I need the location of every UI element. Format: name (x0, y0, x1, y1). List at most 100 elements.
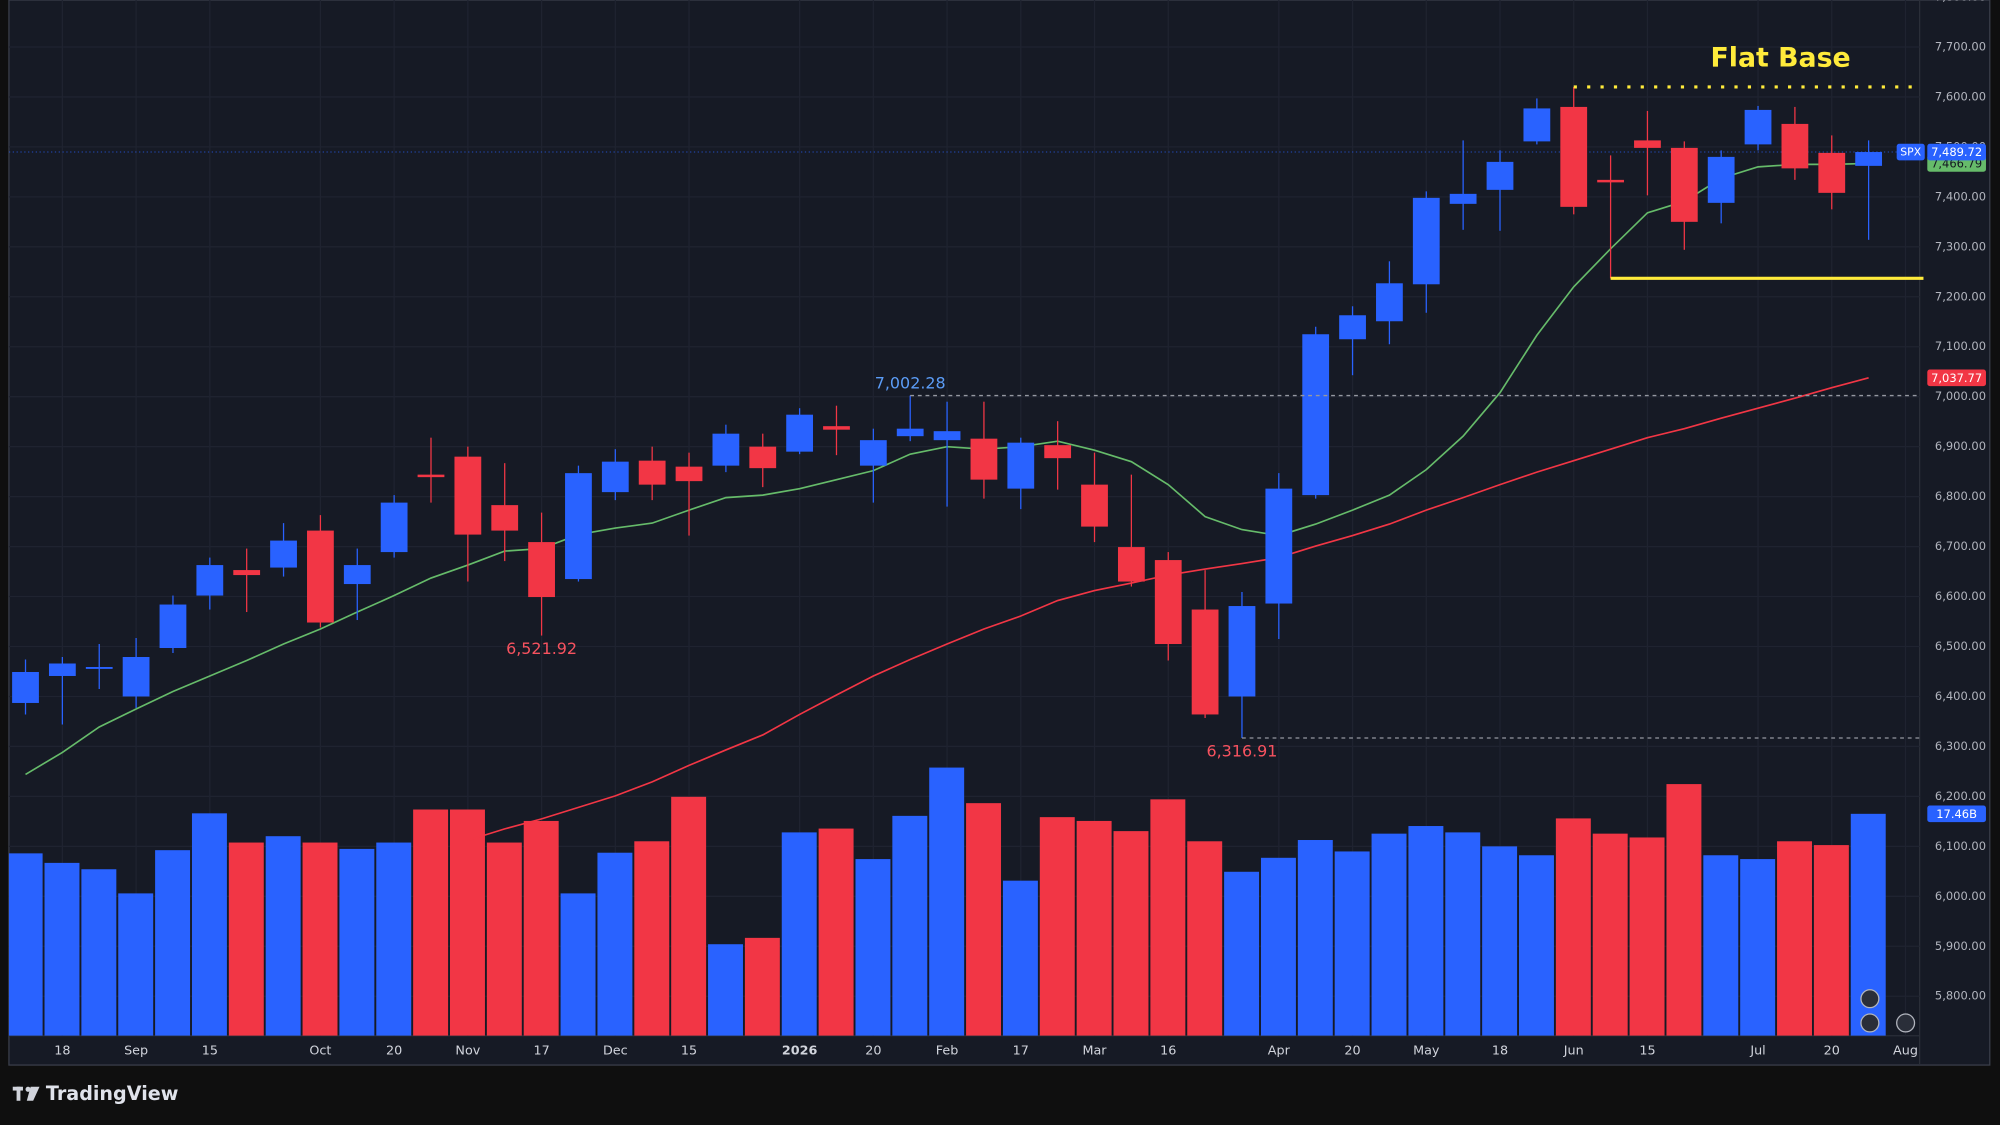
candle-body (1044, 445, 1072, 459)
x-tick-label: May (1413, 1044, 1440, 1059)
axes: 5,800.00 5,900.00 6,000.00 6,100.00 6,200.00… (54, 0, 1986, 1059)
volume-bar (671, 796, 707, 1036)
symbol-tag (1896, 143, 1925, 161)
icon (1860, 1013, 1880, 1033)
candle-body (1117, 547, 1145, 582)
axis-value-text: 17.46B (1936, 807, 1977, 821)
x-tick-label: 18 (1492, 1044, 1508, 1059)
volume-bar (191, 813, 227, 1036)
volume-bar (1445, 832, 1481, 1036)
volume-bar (1187, 841, 1223, 1036)
y-tick-label: 7,300.00 (1935, 239, 1986, 253)
volume-bar (265, 836, 301, 1036)
y-tick-label: 7,100.00 (1935, 339, 1986, 353)
y-tick-label: 7,600.00 (1935, 89, 1986, 103)
candle-body (233, 570, 261, 576)
volume-bar (1076, 820, 1112, 1036)
volume-bar (1592, 833, 1628, 1036)
x-tick-label: 18 (54, 1044, 70, 1059)
volume-bar (339, 848, 375, 1036)
candle-body (1412, 197, 1440, 285)
candles (12, 86, 1883, 738)
x-tick-label: 2026 (782, 1044, 818, 1059)
volume-bar (966, 803, 1002, 1036)
candle-body (1265, 488, 1293, 604)
candle-body (786, 414, 814, 452)
logo-mark (25, 1086, 31, 1092)
price-annotation: 7,002.28 (875, 374, 946, 393)
candle-body (48, 663, 76, 676)
y-tick-label: 6,600.00 (1935, 589, 1986, 603)
candle-body (417, 474, 445, 478)
volume-bar (1224, 871, 1260, 1036)
annotations: 7,002.28 6,521.92 6,316.91 Flat Base (506, 42, 1924, 761)
candle-body (1191, 609, 1219, 715)
candle-body (307, 530, 334, 623)
candle-body (1597, 179, 1624, 183)
volume-bar (1150, 799, 1186, 1036)
volume-bar (708, 944, 743, 1036)
volume-bar (8, 853, 43, 1036)
candle-body (565, 473, 592, 580)
candle-body (1376, 283, 1403, 322)
y-tick-label: 6,900.00 (1935, 439, 1986, 453)
brand-name: TradingView (46, 1082, 178, 1105)
candle-body (1339, 315, 1366, 340)
axis-value-tag (1927, 369, 1986, 387)
x-tick-label: Apr (1268, 1044, 1291, 1059)
icon (1896, 1013, 1916, 1033)
volume-bar (44, 862, 80, 1036)
y-tick-label: 7,200.00 (1935, 289, 1986, 303)
candle-body (196, 565, 224, 596)
volume-bar (228, 842, 264, 1036)
volume-bar (1371, 833, 1407, 1036)
x-tick-label: Jun (1563, 1044, 1584, 1059)
candle-body (1670, 147, 1698, 222)
candle-body (1855, 152, 1883, 166)
x-tick-label: Nov (455, 1044, 480, 1059)
volume-bar (1002, 880, 1038, 1036)
axis-value-text: 7,489.72 (1931, 145, 1982, 159)
volume-bar (1666, 784, 1702, 1036)
volume-bar (155, 850, 191, 1036)
candle-body (122, 657, 150, 697)
candle-body (823, 426, 850, 430)
candle-body (1707, 156, 1735, 203)
volume-bar (1334, 851, 1370, 1036)
candle-body (1228, 606, 1256, 697)
candle-body (1560, 106, 1588, 207)
y-tick-label: 6,300.00 (1935, 739, 1986, 753)
candle-body (454, 456, 482, 535)
candle-body (1007, 442, 1035, 489)
y-tick-label: 6,100.00 (1935, 839, 1986, 853)
volume-bar (597, 852, 633, 1036)
candle-body (1154, 560, 1182, 645)
volume-bar (560, 893, 596, 1036)
candle-body (1449, 193, 1477, 204)
volume-bar (1519, 855, 1554, 1036)
candle-body (601, 461, 629, 493)
icon (1860, 989, 1880, 1009)
volume-bar (1297, 840, 1333, 1036)
x-tick-label: Aug (1893, 1044, 1918, 1059)
candle-body (1081, 484, 1108, 527)
axis-value-tag (1927, 143, 1986, 161)
x-tick-label: Dec (603, 1044, 628, 1059)
volume-bar (818, 828, 854, 1036)
x-tick-label: 20 (1344, 1044, 1360, 1059)
volume-bar (744, 937, 780, 1036)
volume-bar (302, 842, 338, 1036)
price-annotation: 6,316.91 (1206, 742, 1277, 761)
volume-bar (781, 832, 817, 1036)
volume-bar (1113, 831, 1149, 1036)
x-tick-label: 17 (533, 1044, 549, 1059)
volume-bar (1555, 818, 1591, 1036)
candle-body (859, 440, 887, 466)
volume-bar (523, 820, 559, 1036)
candle-body (12, 671, 39, 703)
candle-body (638, 460, 666, 485)
y-tick-label: 5,800.00 (1935, 989, 1986, 1003)
brand-logo[interactable]: TradingView (12, 1082, 179, 1105)
candle-body (1523, 108, 1551, 142)
